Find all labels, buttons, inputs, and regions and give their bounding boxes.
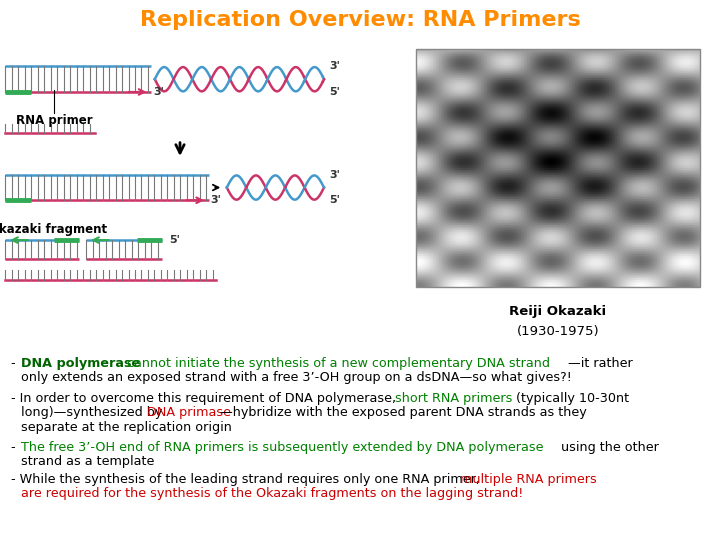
Text: long)—synthesized by: long)—synthesized by — [21, 406, 166, 419]
Text: multiple RNA primers: multiple RNA primers — [460, 473, 597, 486]
Text: separate at the replication origin: separate at the replication origin — [21, 421, 232, 434]
Text: (typically 10-30nt: (typically 10-30nt — [512, 392, 629, 404]
Text: short RNA primers: short RNA primers — [395, 392, 513, 404]
Text: strand as a template: strand as a template — [21, 455, 154, 469]
Text: 3': 3' — [210, 195, 222, 205]
Text: -: - — [11, 357, 19, 370]
Text: DNA primase: DNA primase — [148, 406, 231, 419]
Text: The free 3’-OH end of RNA primers is subsequently extended by DNA polymerase: The free 3’-OH end of RNA primers is sub… — [21, 441, 544, 454]
Text: 5': 5' — [330, 195, 341, 205]
Text: RNA primer: RNA primer — [16, 114, 92, 127]
Text: are required for the synthesis of the Okazaki fragments on the lagging strand!: are required for the synthesis of the Ok… — [21, 488, 523, 501]
Text: —hybridize with the exposed parent DNA strands as they: —hybridize with the exposed parent DNA s… — [216, 406, 587, 419]
Text: DNA polymerase: DNA polymerase — [21, 357, 140, 370]
Text: (1930-1975): (1930-1975) — [517, 325, 599, 339]
Text: —it rather: —it rather — [568, 357, 632, 370]
Text: 3': 3' — [153, 87, 164, 97]
Text: 5': 5' — [169, 235, 180, 245]
Text: Reiji Okazaki: Reiji Okazaki — [510, 305, 606, 318]
Text: 3': 3' — [330, 170, 341, 180]
Text: Replication Overview: RNA Primers: Replication Overview: RNA Primers — [140, 10, 580, 30]
Text: - While the synthesis of the leading strand requires only one RNA primer,: - While the synthesis of the leading str… — [11, 473, 484, 486]
Text: using the other: using the other — [557, 441, 659, 454]
Text: Okazaki fragment: Okazaki fragment — [0, 222, 107, 235]
Text: cannot initiate the synthesis of a new complementary DNA strand: cannot initiate the synthesis of a new c… — [123, 357, 550, 370]
Text: 5': 5' — [330, 87, 341, 97]
Text: 3': 3' — [330, 62, 341, 71]
Text: - In order to overcome this requirement of DNA polymerase,: - In order to overcome this requirement … — [11, 392, 400, 404]
Text: -: - — [11, 441, 19, 454]
Text: only extends an exposed strand with a free 3’-OH group on a dsDNA—so what gives?: only extends an exposed strand with a fr… — [21, 371, 572, 384]
